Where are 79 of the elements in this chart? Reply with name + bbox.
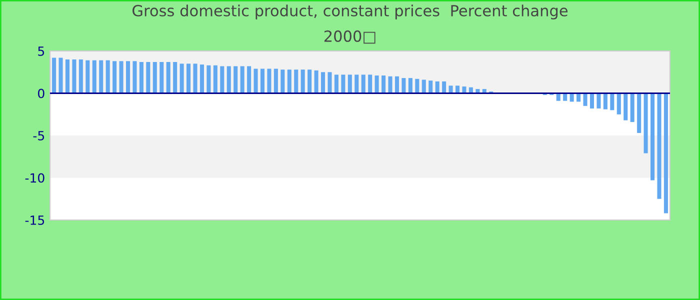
bar xyxy=(603,93,608,110)
y-tick-label: 5 xyxy=(38,46,44,56)
bar xyxy=(193,64,198,94)
bar xyxy=(348,74,352,94)
bar xyxy=(58,58,63,94)
y-tick-label: -10 xyxy=(25,173,44,183)
bar xyxy=(52,58,56,94)
bar xyxy=(300,70,305,94)
bar xyxy=(126,61,130,94)
bar xyxy=(361,74,366,94)
bar xyxy=(334,74,338,94)
bar xyxy=(226,66,231,94)
bar xyxy=(267,68,272,94)
bar xyxy=(86,60,90,94)
y-tick-label: -5 xyxy=(33,131,44,140)
bar xyxy=(664,93,668,214)
bar xyxy=(374,76,379,94)
bar xyxy=(92,60,96,94)
bar xyxy=(368,74,372,94)
bar xyxy=(596,93,601,108)
bar xyxy=(637,93,642,133)
chart-title: Gross domestic product, constant prices Percent change xyxy=(132,4,568,20)
bar xyxy=(287,70,292,94)
bar xyxy=(234,66,238,94)
bar xyxy=(388,76,392,94)
bar xyxy=(402,78,406,94)
bar xyxy=(274,68,278,94)
y-tick-label: 0 xyxy=(38,88,44,98)
bar xyxy=(341,74,346,94)
bar xyxy=(247,66,252,94)
bar xyxy=(78,59,83,94)
bar xyxy=(173,62,178,94)
bar xyxy=(610,93,614,110)
bar xyxy=(206,65,211,94)
bar xyxy=(220,66,224,94)
bar xyxy=(308,70,312,94)
bar xyxy=(72,59,76,94)
bar xyxy=(428,80,433,94)
bar xyxy=(65,59,70,94)
chart-subtitle: 2000□ xyxy=(324,30,376,44)
bar xyxy=(132,61,137,94)
bar xyxy=(435,81,440,94)
bar xyxy=(160,62,164,94)
bar xyxy=(146,62,150,94)
bar xyxy=(442,81,446,94)
bar xyxy=(200,64,204,94)
bar xyxy=(321,72,326,94)
bar xyxy=(328,72,332,94)
bar xyxy=(213,65,218,94)
bar xyxy=(186,64,191,94)
bar xyxy=(99,60,104,94)
bar xyxy=(415,78,420,94)
bar xyxy=(112,61,117,94)
bar xyxy=(650,93,655,180)
bar xyxy=(394,76,399,94)
bar xyxy=(644,93,648,154)
bar xyxy=(382,76,386,94)
bar xyxy=(180,64,184,94)
bar xyxy=(260,68,265,94)
bar xyxy=(280,70,285,94)
bar xyxy=(583,93,588,106)
bar xyxy=(254,68,258,94)
bar xyxy=(240,66,244,94)
bar xyxy=(590,93,594,108)
bar xyxy=(354,74,359,94)
bar xyxy=(166,62,170,94)
bar xyxy=(152,62,157,94)
bar xyxy=(657,93,662,199)
bar xyxy=(314,70,318,94)
bar xyxy=(624,93,628,120)
bar xyxy=(630,93,634,122)
bar xyxy=(106,60,110,94)
bar xyxy=(616,93,621,114)
y-tick-label: -15 xyxy=(25,216,44,225)
bar xyxy=(119,61,124,94)
bar xyxy=(139,62,144,94)
bar xyxy=(294,70,298,94)
bar xyxy=(422,80,426,94)
bar xyxy=(408,78,412,94)
